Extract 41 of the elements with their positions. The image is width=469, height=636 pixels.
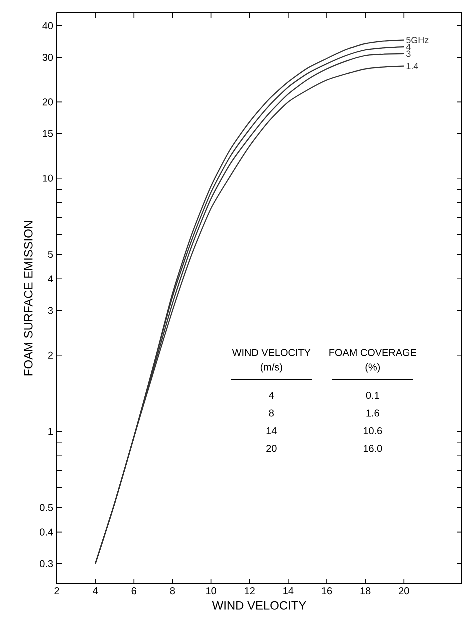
y-tick-label: 1 bbox=[48, 428, 53, 435]
annotation: 1.6 bbox=[366, 410, 380, 417]
x-tick-label: 6 bbox=[132, 588, 136, 595]
series-label: 1.4 bbox=[406, 63, 418, 70]
series-label: 5GHz bbox=[406, 37, 429, 44]
series-label: 3 bbox=[406, 50, 411, 58]
y-tick-label: 20 bbox=[42, 98, 54, 106]
x-tick-label: 18 bbox=[360, 588, 371, 595]
x-tick-label: 12 bbox=[245, 588, 255, 594]
x-tick-label: 14 bbox=[284, 588, 294, 594]
y-tick-label: 30 bbox=[42, 54, 54, 62]
y-tick-label: 2 bbox=[48, 352, 53, 359]
x-tick-label: 20 bbox=[399, 588, 410, 595]
annotation: FOAM COVERAGE bbox=[330, 349, 416, 356]
annotation: 8 bbox=[269, 410, 274, 417]
x-tick-label: 4 bbox=[93, 588, 98, 594]
y-tick-label: 10 bbox=[43, 174, 54, 182]
y-tick-label: 0.5 bbox=[40, 504, 54, 512]
series-label: 4 bbox=[406, 44, 411, 50]
y-tick-label: 5 bbox=[48, 251, 54, 258]
annotation: WIND VELOCITY bbox=[232, 349, 311, 356]
y-tick-label: 0.4 bbox=[40, 528, 54, 536]
annotation: 16.0 bbox=[364, 445, 382, 452]
y-tick-label: 0.3 bbox=[40, 560, 54, 568]
annotation: (%) bbox=[366, 364, 380, 373]
y-tick-label: 15 bbox=[43, 130, 54, 138]
annotation: (m/s) bbox=[260, 364, 282, 373]
y-axis-title: FOAM SURFACE EMISSION bbox=[24, 221, 33, 376]
x-tick-label: 2 bbox=[54, 588, 60, 594]
y-tick-label: 3 bbox=[48, 307, 54, 314]
y-tick-label: 4 bbox=[48, 276, 54, 283]
x-tick-label: 16 bbox=[322, 588, 332, 595]
x-tick-label: 10 bbox=[206, 588, 216, 595]
x-tick-label: 8 bbox=[170, 588, 176, 595]
annotation: 20 bbox=[266, 445, 277, 452]
annotation: 0.1 bbox=[366, 392, 380, 400]
annotation: 14 bbox=[266, 428, 277, 434]
annotation: 4 bbox=[269, 392, 274, 399]
x-axis-title: WIND VELOCITY bbox=[212, 601, 306, 610]
annotation: 10.6 bbox=[364, 427, 382, 434]
y-tick-label: 40 bbox=[42, 22, 54, 30]
